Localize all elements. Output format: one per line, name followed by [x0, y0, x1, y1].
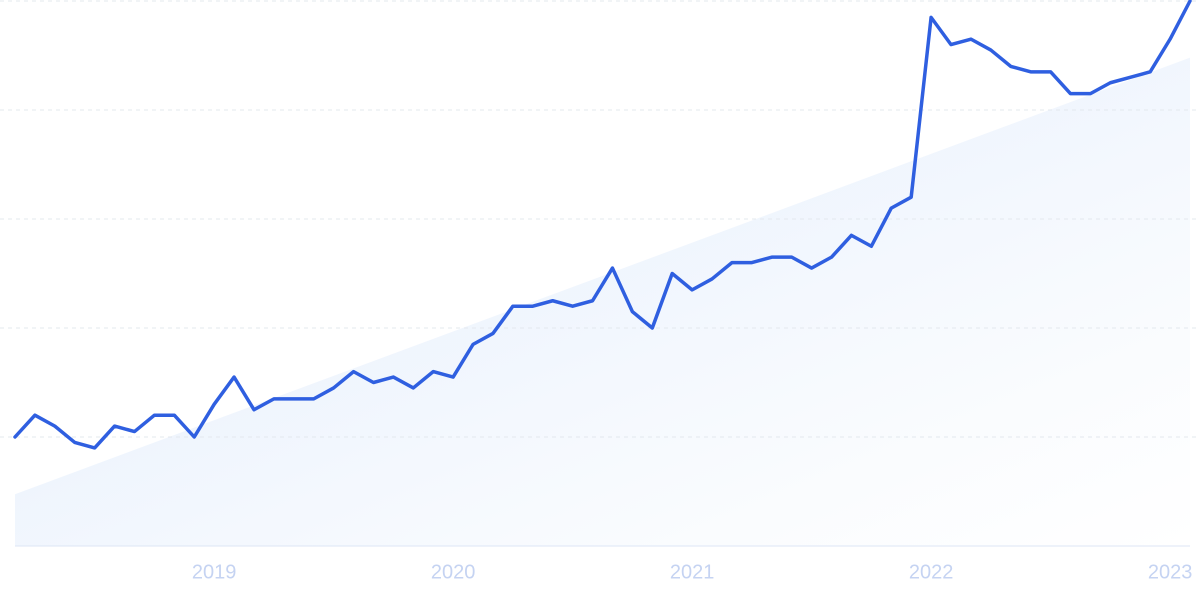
- x-tick-label: 2023: [1148, 561, 1193, 583]
- series-line: [13, 0, 1192, 450]
- x-tick-label: 2021: [670, 561, 715, 583]
- x-tick-label: 2022: [909, 561, 954, 583]
- x-tick-label: 2019: [192, 561, 237, 583]
- trend-area: [15, 57, 1190, 547]
- x-tick-label: 2020: [431, 561, 476, 583]
